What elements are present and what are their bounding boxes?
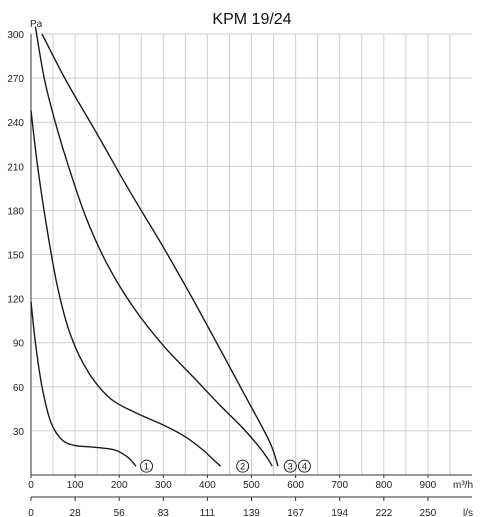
x-tick-label-m3h: 700 xyxy=(331,480,348,491)
grid-lines xyxy=(31,33,472,475)
y-tick-label: 90 xyxy=(13,339,25,350)
curve-marker-label-3: 3 xyxy=(288,461,293,471)
y-tick-label: 210 xyxy=(7,162,24,173)
curve-marker-3 xyxy=(283,459,297,473)
fan-curves xyxy=(30,26,279,467)
y-tick-label: 180 xyxy=(7,206,24,217)
x-unit-m3h: m³/h xyxy=(453,480,473,491)
x-tick-labels-ls: 0 28 56 83 111 139 167 194 222 250 xyxy=(28,497,437,517)
x-tick-label-m3h: 500 xyxy=(243,480,260,491)
curve-1 xyxy=(30,301,137,467)
curve-marker-4 xyxy=(297,459,311,473)
curve-2 xyxy=(30,110,222,467)
y-tick-label: 240 xyxy=(7,118,24,129)
y-tick-label: 150 xyxy=(7,251,24,262)
x-tick-label-ls: 167 xyxy=(287,508,304,517)
curve-3 xyxy=(34,26,273,467)
chart-title: KPM 19/24 xyxy=(212,11,291,28)
x-unit-ls: l/s xyxy=(463,508,473,517)
x-tick-label-m3h: 600 xyxy=(287,480,304,491)
x-tick-label-ls: 56 xyxy=(114,508,126,517)
y-tick-label: 30 xyxy=(13,427,25,438)
curve-marker-1 xyxy=(140,459,154,473)
x-tick-label-ls: 28 xyxy=(70,508,82,517)
x-tick-label-m3h: 300 xyxy=(155,480,172,491)
curve-4 xyxy=(41,33,279,467)
x-tick-label-m3h: 400 xyxy=(199,480,216,491)
x-tick-label-ls: 194 xyxy=(331,508,348,517)
x-tick-label-ls: 111 xyxy=(200,508,216,517)
x-tick-label-ls: 139 xyxy=(243,508,260,517)
y-tick-label: 60 xyxy=(13,383,25,394)
x-tick-label-ls: 0 xyxy=(28,508,34,517)
x-tick-label-m3h: 900 xyxy=(420,480,437,491)
x-tick-label-m3h: 800 xyxy=(375,480,392,491)
x-tick-label-m3h: 0 xyxy=(28,480,34,491)
y-tick-label: 120 xyxy=(7,295,24,306)
curve-marker-label-2: 2 xyxy=(240,461,245,471)
x-tick-label-m3h: 100 xyxy=(67,480,84,491)
x-tick-label-ls: 222 xyxy=(375,508,392,517)
y-tick-label: 270 xyxy=(7,74,24,85)
x-tick-label-m3h: 200 xyxy=(111,480,128,491)
x-tick-labels-m3h: 0 100 200 300 400 500 600 700 800 900 xyxy=(28,475,437,491)
y-tick-labels: 30 60 90 120 150 180 210 240 270 300 xyxy=(7,30,24,438)
x-tick-label-ls: 250 xyxy=(420,508,437,517)
x-tick-label-ls: 83 xyxy=(158,508,170,517)
curve-marker-2 xyxy=(236,459,250,473)
y-tick-label: 300 xyxy=(7,30,24,41)
y-axis-unit-label: Pa xyxy=(30,19,43,30)
curve-marker-label-1: 1 xyxy=(144,461,149,471)
curve-marker-label-4: 4 xyxy=(302,461,307,471)
